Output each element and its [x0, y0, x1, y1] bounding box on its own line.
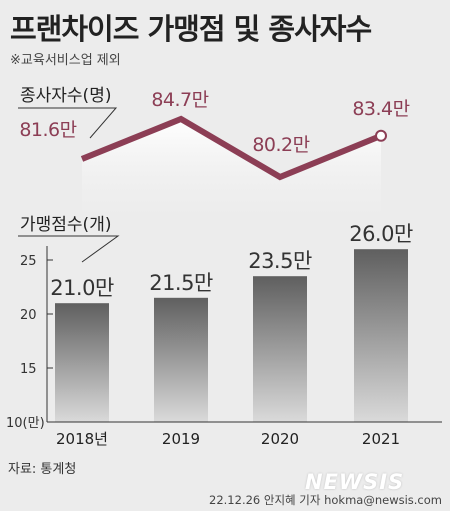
bar-series-label: 가맹점수(개)	[20, 215, 111, 235]
line-series-employees	[80, 115, 383, 181]
x-tick-label: 2019	[162, 430, 200, 448]
x-tick-label: 2021	[362, 430, 400, 448]
bar-2019	[154, 297, 208, 422]
y-tick-label: 15	[20, 362, 37, 377]
y-tick-label: 10(만)	[6, 416, 45, 431]
chart-title: 프랜차이즈 가맹점 및 종사자수	[10, 12, 372, 46]
chart-note: ※교육서비스업 제외	[10, 53, 121, 68]
bar-value-label: 23.5만	[248, 249, 312, 273]
bar-2021	[354, 249, 408, 422]
y-tick-label: 25	[20, 254, 37, 269]
line-value-label: 80.2만	[252, 134, 309, 156]
bar-value-label: 21.0만	[50, 276, 114, 300]
bar-series-callout	[18, 235, 120, 263]
bar-value-label: 26.0만	[349, 222, 413, 246]
bar-value-label: 21.5만	[149, 271, 213, 295]
y-tick-label: 20	[20, 308, 37, 323]
bar-2020	[253, 276, 307, 422]
line-series-label: 종사자수(명)	[20, 86, 111, 106]
credit-line: 22.12.26 안지혜 기자 hokma@newsis.com	[209, 493, 442, 507]
line-end-marker	[375, 129, 387, 142]
line-series-callout	[18, 107, 118, 139]
line-value-label: 81.6만	[19, 119, 76, 141]
newsis-watermark: NEWSIS	[305, 470, 405, 494]
line-value-label: 84.7만	[151, 89, 208, 111]
line-area-fill	[82, 119, 381, 232]
x-tick-label: 2018년	[56, 430, 108, 448]
line-value-label: 83.4만	[352, 98, 409, 120]
source-note: 자료: 통계청	[8, 462, 77, 477]
bar-2018년	[55, 303, 109, 422]
x-tick-label: 2020	[261, 430, 299, 448]
